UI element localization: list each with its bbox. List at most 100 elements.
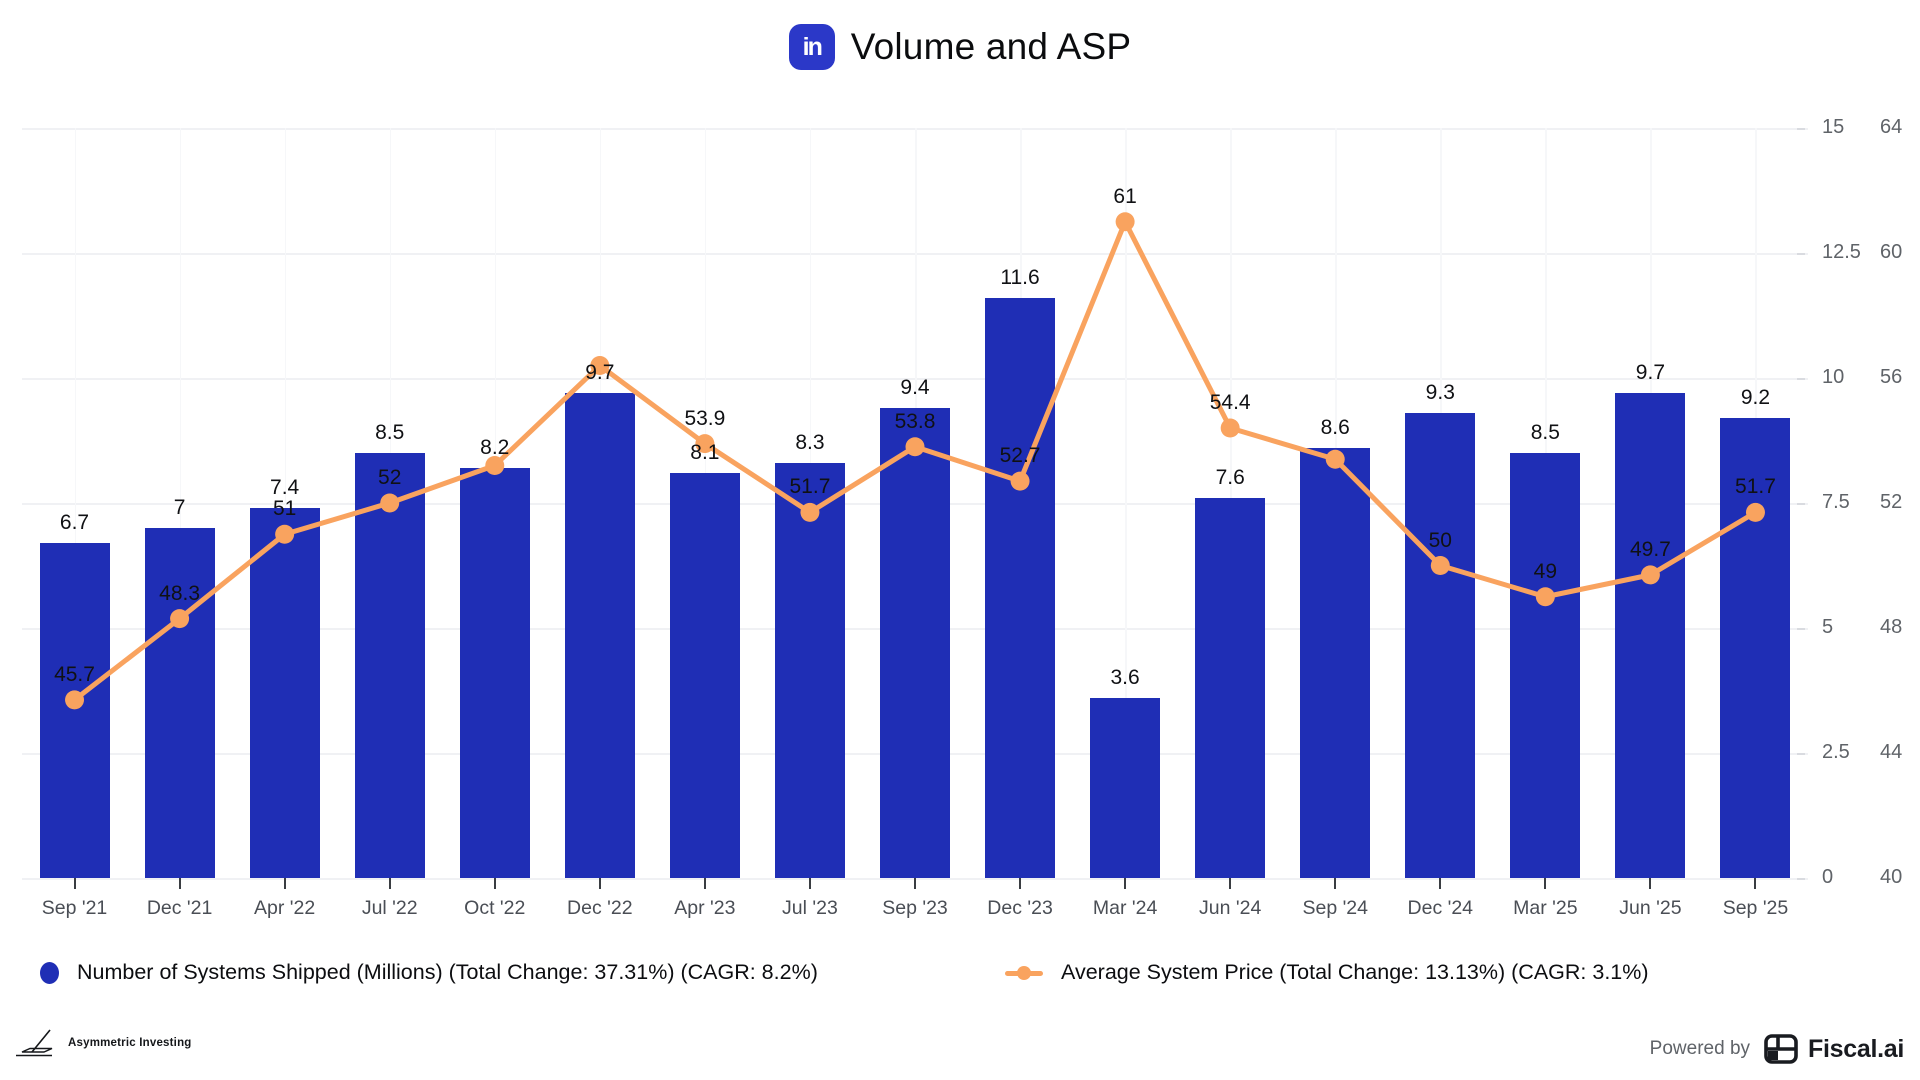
bar[interactable]: [1405, 413, 1476, 878]
bar[interactable]: [459, 468, 530, 878]
line-value-label: 61: [1113, 184, 1137, 208]
bar-value-label: 3.6: [1110, 666, 1140, 689]
x-axis-tick: [703, 878, 706, 889]
line-value-label: 48.3: [159, 581, 201, 605]
x-axis-label: Jul '22: [361, 897, 418, 919]
legend-label-systems-shipped: Number of Systems Shipped (Millions) (To…: [77, 960, 818, 984]
bar-value-label: 8.2: [480, 436, 510, 459]
x-axis-label: Jun '25: [1619, 897, 1682, 919]
chart-title: Volume and ASP: [850, 26, 1132, 67]
company-logo-icon: in: [788, 24, 835, 70]
y-axis-tick: [1797, 503, 1805, 505]
y-axis-label-left-scale: 0: [1822, 866, 1834, 888]
x-axis-label: Apr '22: [254, 897, 316, 919]
x-axis-label: Sep '21: [41, 897, 108, 919]
x-axis-tick: [1649, 878, 1652, 889]
x-axis-label: Dec '24: [1407, 897, 1474, 919]
bar-value-label: 8.1: [690, 441, 720, 464]
bar[interactable]: [1510, 453, 1581, 878]
y-axis-label-right-scale: 56: [1880, 366, 1903, 388]
bar[interactable]: [1300, 448, 1371, 878]
asymmetric-investing-label: Asymmetric Investing: [68, 1037, 192, 1049]
bar[interactable]: [39, 543, 110, 878]
x-axis-tick: [73, 878, 76, 889]
x-axis-label: Dec '22: [567, 897, 633, 919]
legend-item-systems-shipped[interactable]: Number of Systems Shipped (Millions) (To…: [40, 960, 818, 985]
y-axis-label-left-scale: 2.5: [1822, 741, 1850, 763]
bar[interactable]: [144, 528, 215, 878]
chart-header: in Volume and ASP: [0, 24, 1920, 70]
y-axis-label-right-scale: 44: [1880, 741, 1903, 763]
line-value-label: 52.7: [999, 444, 1041, 468]
y-axis-tick: [1797, 378, 1805, 380]
bar-value-label: 9.4: [900, 376, 930, 399]
y-axis-label-right-scale: 52: [1880, 491, 1903, 513]
bar-value-label: 11.6: [1000, 266, 1040, 289]
y-axis-tick: [1797, 253, 1805, 255]
legend-label-average-price: Average System Price (Total Change: 13.1…: [1061, 960, 1649, 984]
x-axis-label: Mar '24: [1092, 897, 1158, 919]
y-axis-label-left-scale: 10: [1822, 366, 1845, 388]
y-axis-label-right-scale: 48: [1880, 616, 1903, 638]
bar[interactable]: [354, 453, 425, 878]
x-axis-label: Sep '23: [882, 897, 948, 919]
x-axis-tick: [1439, 878, 1442, 889]
y-axis-tick: [1797, 128, 1805, 130]
bar-value-label: 7: [173, 496, 186, 519]
fiscal-ai-label: Fiscal.ai: [1808, 1034, 1904, 1063]
x-axis-label: Sep '24: [1302, 897, 1368, 919]
x-axis-label: Dec '21: [146, 897, 213, 919]
x-axis-label: Sep '25: [1722, 897, 1789, 919]
legend-item-average-price[interactable]: Average System Price (Total Change: 13.1…: [1005, 960, 1649, 985]
powered-by-label: Powered by: [1649, 1038, 1751, 1059]
bar-value-label: 9.7: [585, 361, 615, 384]
line-value-label: 51.7: [789, 475, 831, 499]
bar-value-label: 9.7: [1635, 361, 1666, 384]
fiscal-ai-attribution: Powered by Fiscal.ai: [1650, 1034, 1904, 1064]
x-axis-tick: [1544, 878, 1547, 889]
bar[interactable]: [669, 473, 740, 878]
bar[interactable]: [774, 463, 845, 878]
line-series-marker-icon: [1005, 962, 1043, 984]
bar-value-label: 6.7: [59, 511, 90, 534]
bar-value-label: 8.6: [1320, 416, 1350, 439]
bar-value-label: 8.5: [1530, 421, 1560, 444]
bar[interactable]: [249, 508, 320, 878]
y-axis-label-left-scale: 12.5: [1822, 241, 1861, 263]
x-axis-tick: [1019, 878, 1022, 889]
x-axis-label: Oct '22: [464, 897, 526, 919]
y-axis-tick: [1797, 878, 1805, 880]
bar-value-label: 9.3: [1425, 381, 1455, 404]
y-axis-label-left-scale: 5: [1822, 616, 1834, 638]
bar[interactable]: [1090, 698, 1161, 878]
bar-series-marker-icon: [40, 961, 59, 984]
line-value-label: 52: [378, 466, 402, 489]
line-value-label: 45.7: [54, 662, 95, 686]
bar-value-label: 8.3: [795, 431, 825, 454]
line-value-label: 53.9: [684, 406, 726, 430]
chart-legend: Number of Systems Shipped (Millions) (To…: [0, 954, 1920, 996]
bar[interactable]: [1615, 393, 1686, 878]
y-axis-tick: [1797, 628, 1805, 630]
line-value-label: 51.7: [1735, 475, 1776, 499]
x-axis-tick: [493, 878, 496, 889]
bar[interactable]: [564, 393, 635, 878]
line-value-label: 54.4: [1209, 391, 1251, 414]
x-axis-tick: [388, 878, 391, 889]
bar[interactable]: [880, 408, 950, 878]
x-axis-tick: [178, 878, 181, 889]
x-axis-tick: [598, 878, 601, 889]
bar[interactable]: [985, 298, 1056, 878]
x-axis-tick: [1229, 878, 1232, 889]
line-value-label: 51: [272, 497, 297, 521]
x-axis-label: Apr '23: [674, 897, 736, 919]
x-axis-label: Mar '25: [1513, 897, 1578, 919]
y-axis-label-left-scale: 7.5: [1822, 491, 1850, 513]
x-axis-tick: [808, 878, 811, 889]
bar[interactable]: [1195, 498, 1266, 878]
line-value-label: 49.7: [1629, 537, 1671, 561]
x-axis-label: Jun '24: [1199, 897, 1262, 919]
asymmetric-investing-logo-icon: [16, 1029, 53, 1057]
